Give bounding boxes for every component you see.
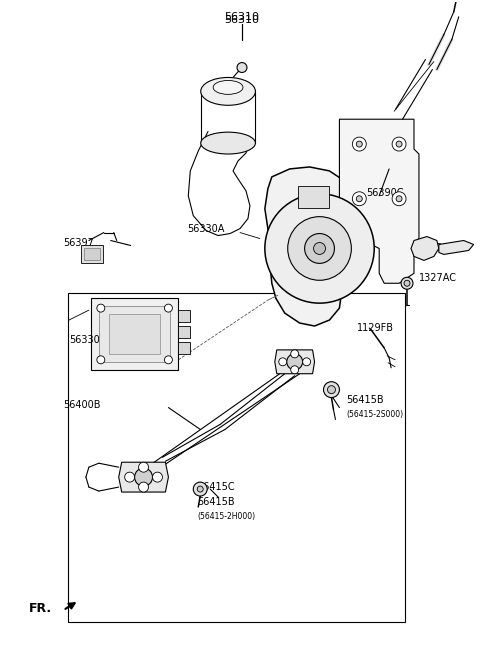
- Ellipse shape: [201, 78, 255, 105]
- Bar: [68, 292, 405, 622]
- Polygon shape: [188, 131, 250, 236]
- Ellipse shape: [213, 80, 243, 95]
- Circle shape: [404, 281, 410, 286]
- Text: 56330D: 56330D: [69, 335, 108, 345]
- Circle shape: [352, 137, 366, 151]
- Circle shape: [139, 482, 148, 492]
- Circle shape: [165, 304, 172, 312]
- Text: 1327AC: 1327AC: [419, 273, 457, 283]
- Polygon shape: [265, 167, 351, 326]
- Bar: [91, 298, 179, 370]
- Bar: [84, 248, 100, 260]
- Circle shape: [327, 386, 336, 394]
- Circle shape: [396, 141, 402, 147]
- Bar: [179, 342, 190, 354]
- Circle shape: [197, 486, 203, 492]
- Text: FR.: FR.: [29, 602, 52, 615]
- Circle shape: [165, 356, 172, 364]
- Text: 56310: 56310: [225, 12, 260, 22]
- Circle shape: [302, 358, 311, 366]
- Circle shape: [287, 354, 302, 370]
- Circle shape: [291, 366, 299, 374]
- Circle shape: [356, 141, 362, 147]
- Bar: [81, 246, 103, 263]
- Ellipse shape: [201, 132, 255, 154]
- Text: 56400B: 56400B: [63, 399, 100, 409]
- Circle shape: [401, 277, 413, 289]
- Circle shape: [356, 196, 362, 202]
- Text: 56415C: 56415C: [197, 482, 235, 492]
- Text: 56330A: 56330A: [187, 223, 225, 234]
- Circle shape: [396, 196, 402, 202]
- Circle shape: [153, 472, 162, 482]
- Circle shape: [279, 358, 287, 366]
- Text: 56415B: 56415B: [347, 395, 384, 405]
- Circle shape: [139, 463, 148, 472]
- Bar: [99, 306, 170, 362]
- Text: 56390C: 56390C: [366, 188, 404, 198]
- Polygon shape: [439, 240, 474, 254]
- Polygon shape: [339, 119, 419, 283]
- Circle shape: [313, 242, 325, 254]
- Bar: [179, 310, 190, 322]
- Circle shape: [305, 233, 335, 263]
- Circle shape: [324, 382, 339, 397]
- Circle shape: [97, 356, 105, 364]
- Circle shape: [97, 304, 105, 312]
- Circle shape: [125, 472, 134, 482]
- Circle shape: [193, 482, 207, 496]
- Text: 56310: 56310: [225, 15, 260, 25]
- Text: 1129FB: 1129FB: [357, 323, 394, 333]
- Circle shape: [392, 192, 406, 206]
- Circle shape: [352, 192, 366, 206]
- Circle shape: [392, 137, 406, 151]
- Circle shape: [288, 217, 351, 281]
- Text: (56415-2S000): (56415-2S000): [347, 410, 404, 419]
- Circle shape: [237, 62, 247, 72]
- Polygon shape: [119, 463, 168, 492]
- Text: (56415-2H000): (56415-2H000): [197, 512, 255, 522]
- Circle shape: [134, 468, 153, 486]
- Bar: [109, 314, 160, 354]
- Circle shape: [291, 350, 299, 358]
- Bar: [179, 326, 190, 338]
- Text: 56351: 56351: [424, 244, 455, 254]
- Bar: [298, 186, 329, 208]
- Circle shape: [265, 194, 374, 303]
- Polygon shape: [275, 350, 314, 374]
- Text: 56397: 56397: [63, 237, 94, 248]
- Polygon shape: [411, 237, 439, 260]
- Text: 56415B: 56415B: [197, 497, 235, 507]
